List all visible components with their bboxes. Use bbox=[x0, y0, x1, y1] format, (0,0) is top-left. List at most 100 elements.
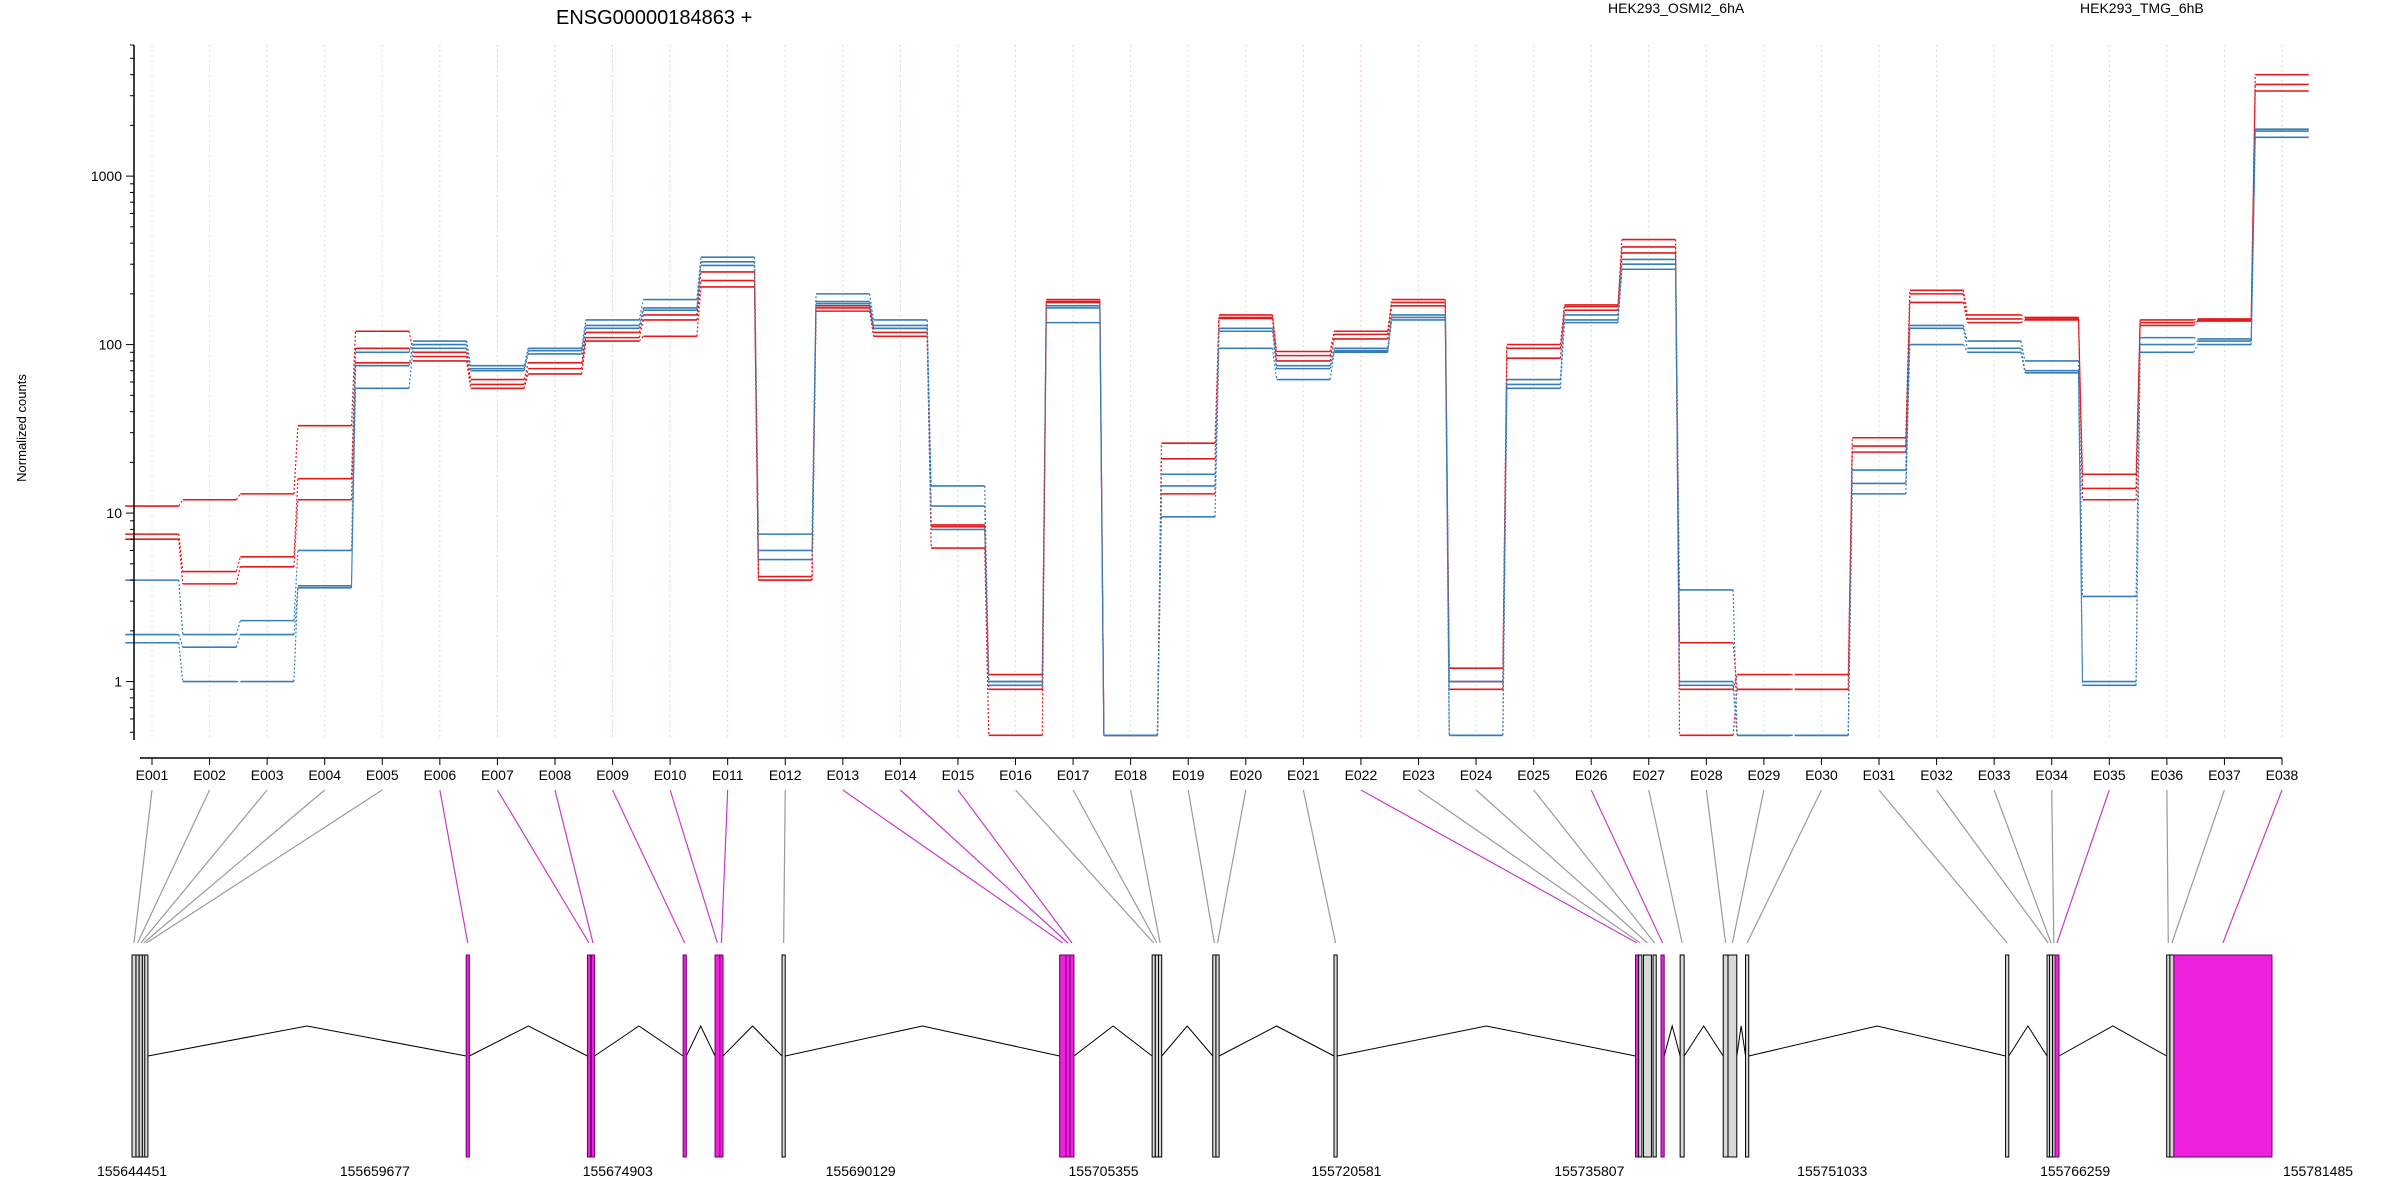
series-connector bbox=[1962, 293, 1968, 320]
exon-connector bbox=[1705, 789, 1727, 944]
series-connector bbox=[2135, 319, 2141, 475]
x-tick-label-e001: E001 bbox=[136, 767, 169, 783]
series-connector bbox=[984, 548, 990, 736]
series-connector bbox=[1329, 352, 1335, 380]
series-connector bbox=[1387, 317, 1393, 351]
x-tick-label-e015: E015 bbox=[942, 767, 975, 783]
x-tick-label-e004: E004 bbox=[308, 767, 341, 783]
series-connector bbox=[638, 319, 644, 338]
exon-block-e012 bbox=[781, 954, 786, 1158]
intron-line bbox=[2058, 1025, 2167, 1057]
genomic-tick-label: 155735807 bbox=[1554, 1163, 1624, 1179]
series-connector bbox=[1329, 350, 1335, 369]
series-connector bbox=[1732, 685, 1738, 736]
x-tick-label-e018: E018 bbox=[1114, 767, 1147, 783]
x-tick-label-e038: E038 bbox=[2266, 767, 2299, 783]
x-tick-label-e020: E020 bbox=[1229, 767, 1262, 783]
exon-connector bbox=[1533, 789, 1656, 944]
exon-connector bbox=[1302, 789, 1337, 944]
exon-connector bbox=[1936, 789, 2049, 944]
x-tick-label-e009: E009 bbox=[596, 767, 629, 783]
exon-block-e006 bbox=[465, 954, 470, 1158]
exon-block-e008 bbox=[590, 954, 596, 1158]
series-connector bbox=[466, 356, 472, 385]
exon-block-e025 bbox=[1652, 954, 1657, 1158]
series-connector bbox=[466, 348, 472, 371]
legend-label-osmi2: HEK293_OSMI2_6hA bbox=[1608, 0, 1745, 16]
intron-line bbox=[1736, 1025, 1747, 1057]
intron-line bbox=[1161, 1025, 1214, 1057]
exon-block-e005 bbox=[144, 954, 149, 1158]
series-connector bbox=[178, 499, 184, 507]
series-connector bbox=[2193, 340, 2199, 346]
y-tick-label: 1 bbox=[114, 674, 122, 690]
series-connector bbox=[178, 580, 184, 635]
x-tick-label-e027: E027 bbox=[1632, 767, 1665, 783]
x-tick-label-e008: E008 bbox=[539, 767, 572, 783]
y-tick-label: 10 bbox=[106, 505, 122, 521]
series-connector bbox=[466, 360, 472, 389]
series-connector bbox=[1214, 348, 1220, 517]
series-connector bbox=[350, 388, 357, 586]
exon-connector bbox=[1746, 789, 1822, 944]
exon-connector bbox=[1993, 789, 2052, 944]
series-connector bbox=[1905, 344, 1911, 494]
exon-connector bbox=[439, 789, 469, 944]
exon-block-e030 bbox=[1745, 954, 1750, 1158]
series-6 bbox=[125, 136, 2309, 737]
series-connector bbox=[696, 286, 702, 337]
series-connector bbox=[2193, 319, 2198, 324]
series-connector bbox=[1674, 269, 1681, 686]
exon-connector bbox=[1878, 789, 2008, 944]
exon-connector bbox=[2171, 789, 2225, 944]
x-tick-label-e011: E011 bbox=[712, 767, 744, 783]
series-connector bbox=[638, 314, 644, 333]
x-tick-label-e030: E030 bbox=[1805, 767, 1838, 783]
x-tick-label-e023: E023 bbox=[1402, 767, 1435, 783]
exon-block-e014 bbox=[1065, 954, 1071, 1158]
series-connector bbox=[2193, 320, 2199, 326]
genomic-tick-label: 155720581 bbox=[1311, 1163, 1381, 1179]
series-connector bbox=[984, 529, 990, 686]
series-connector bbox=[2020, 348, 2026, 371]
series-connector bbox=[293, 478, 299, 557]
series-connector bbox=[696, 265, 702, 311]
series-connector bbox=[408, 348, 414, 389]
exon-block-e031 bbox=[2005, 954, 2010, 1158]
genomic-tick-label: 155766259 bbox=[2040, 1163, 2110, 1179]
exon-block-e018 bbox=[1158, 954, 1163, 1158]
series-connector bbox=[1329, 348, 1335, 366]
exon-block-e038 bbox=[2173, 954, 2273, 1158]
intron-line bbox=[1663, 1024, 1681, 1057]
series-connector bbox=[523, 373, 529, 389]
series-connector bbox=[1156, 516, 1163, 736]
x-tick-label-e021: E021 bbox=[1287, 767, 1320, 783]
series-connector bbox=[581, 337, 587, 369]
series-connector bbox=[1905, 293, 1911, 447]
series-connector bbox=[1847, 452, 1853, 675]
series-connector bbox=[466, 352, 472, 380]
series-connector bbox=[1962, 325, 1968, 342]
series-connector bbox=[408, 360, 414, 364]
series-connector bbox=[523, 350, 529, 369]
intron-line bbox=[1748, 1025, 2006, 1057]
series-connector bbox=[235, 493, 241, 501]
series-connector bbox=[523, 348, 529, 366]
x-tick-label-e010: E010 bbox=[654, 767, 687, 783]
exon-connector bbox=[1187, 789, 1215, 944]
series-connector bbox=[1847, 493, 1853, 736]
series-connector bbox=[869, 303, 875, 329]
series-connector bbox=[2020, 314, 2026, 318]
series-connector bbox=[2020, 352, 2026, 373]
x-tick-label-e024: E024 bbox=[1460, 767, 1493, 783]
series-connector bbox=[581, 328, 587, 355]
exon-connector bbox=[2056, 789, 2110, 944]
x-tick-label-e014: E014 bbox=[884, 767, 917, 783]
series-connector bbox=[581, 340, 587, 374]
x-tick-label-e012: E012 bbox=[769, 767, 802, 783]
x-tick-label-e016: E016 bbox=[999, 767, 1032, 783]
series-connector bbox=[753, 265, 760, 560]
series-connector bbox=[1732, 689, 1738, 736]
exon-connector bbox=[1418, 789, 1641, 944]
exon-block-e037 bbox=[2169, 954, 2175, 1158]
